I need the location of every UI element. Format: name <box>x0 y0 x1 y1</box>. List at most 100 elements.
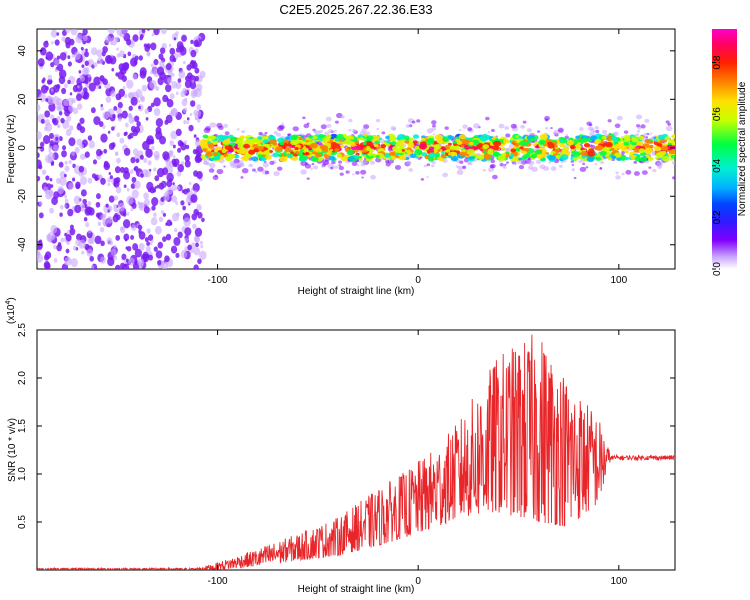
spectrogram-band-blob <box>405 149 411 153</box>
spectrogram-noise-blob <box>44 126 48 131</box>
spectrogram-noise-blob <box>98 121 104 127</box>
spectrogram-band-blob <box>586 156 595 163</box>
spectrogram-noise-blob <box>63 99 69 107</box>
spectrogram-noise-blob <box>165 114 173 124</box>
spectrogram-band-blob <box>493 140 502 147</box>
spectrogram-noise-blob <box>45 175 50 181</box>
spectrogram-halo-blob <box>482 168 487 172</box>
spectrogram-noise-blob <box>184 79 192 89</box>
spectrogram-noise-blob <box>168 150 174 156</box>
spectrogram-noise-blob <box>191 79 195 84</box>
spectrogram-halo-blob <box>600 161 605 165</box>
spectrogram-noise-blob <box>107 130 111 134</box>
spectrogram-band-blob <box>601 135 607 140</box>
spectrogram-band-blob <box>575 135 580 139</box>
spectrogram-noise-blob <box>53 191 60 199</box>
spectrogram-noise-blob <box>58 69 67 79</box>
spectrogram-halo-blob <box>313 130 318 134</box>
spectrogram-band-blob <box>580 150 588 157</box>
spectrogram-halo-blob <box>208 168 215 173</box>
spectrogram-noise-blob <box>124 93 128 99</box>
spectrogram-band-blob <box>202 148 208 152</box>
spectrogram-noise-blob <box>138 105 142 110</box>
spectrogram-halo-blob <box>321 165 325 168</box>
spectrogram-halo-blob <box>518 165 525 170</box>
spectrogram-noise-blob <box>121 110 128 119</box>
spectrogram-noise-blob <box>194 116 198 121</box>
spectrogram-noise-blob <box>39 141 45 148</box>
spectrogram-band-blob <box>636 140 644 146</box>
spectrogram-halo-blob <box>356 164 360 167</box>
spectrogram-noise-blob <box>37 175 41 182</box>
spectrogram-noise-blob <box>147 160 152 166</box>
spectrogram-band-blob <box>654 139 659 143</box>
spectrogram-noise-blob <box>120 226 126 234</box>
spectrogram-halo-blob <box>278 124 285 130</box>
spectrogram-band-blob <box>587 148 595 154</box>
spectrogram-noise-blob <box>37 131 42 140</box>
spectrogram-noise-blob <box>166 99 174 108</box>
spectrogram-halo-blob <box>625 169 632 175</box>
spectrogram-marks <box>37 29 675 269</box>
spectrogram-halo-blob <box>537 130 541 133</box>
spectrogram-noise-blob <box>86 248 93 257</box>
spectrogram-noise-blob <box>138 202 146 211</box>
spectrogram-band-blob <box>207 142 214 147</box>
spectrogram-noise-blob <box>109 175 113 180</box>
spectrogram-halo-blob <box>513 162 518 166</box>
spectrogram-halo-blob <box>652 168 657 173</box>
spectrogram-halo-blob <box>621 150 626 155</box>
spectrogram-band-blob <box>326 143 332 147</box>
spectrogram-noise-blob <box>180 250 188 259</box>
spectrogram-band-blob <box>213 155 221 161</box>
spectrogram-noise-blob <box>106 216 113 224</box>
spectrogram-noise-blob <box>181 34 187 42</box>
spectrogram-noise-blob <box>138 229 142 234</box>
spectrogram-noise-blob <box>115 234 121 241</box>
spectrogram-noise-blob <box>113 105 118 111</box>
spectrogram-noise-blob <box>192 223 197 230</box>
spectrogram-noise-blob <box>128 113 132 118</box>
spectrogram-halo-blob <box>257 166 264 172</box>
spectrogram-halo-blob <box>430 164 435 168</box>
spectrogram-band-blob <box>302 138 306 142</box>
spectrogram-noise-blob <box>38 200 43 206</box>
spectrogram-halo-blob <box>306 177 310 180</box>
spectrogram-noise-blob <box>125 246 129 250</box>
spectrogram-band-blob <box>489 138 493 142</box>
spectrogram-noise-blob <box>37 57 45 67</box>
spectrogram-band-blob <box>540 157 546 161</box>
spectrogram-noise-blob <box>155 117 164 128</box>
spectrogram-halo-blob <box>363 124 370 130</box>
spectrogram-noise-blob <box>67 182 74 190</box>
spectrogram-band-blob <box>350 145 358 151</box>
spectrogram-noise-blob <box>131 41 134 45</box>
spectrogram-band-blob <box>534 149 542 155</box>
spectrogram-noise-blob <box>64 165 70 172</box>
spectrogram-noise-blob <box>179 46 187 56</box>
spectrogram-noise-blob <box>193 208 199 216</box>
spectrogram-band-blob <box>401 156 407 160</box>
colorbar: 0.0 0.2 0.4 0.6 0.8 Normalized spectral ampl… <box>712 29 748 276</box>
spectrogram-noise-blob <box>99 75 105 82</box>
spectrogram-noise-blob <box>85 222 90 228</box>
spectrogram-noise-blob <box>130 125 137 133</box>
spectrogram-halo-blob <box>641 170 648 175</box>
spectrogram-noise-blob <box>64 194 68 199</box>
spectrogram-noise-blob <box>67 55 71 60</box>
spectrogram-noise-blob <box>181 189 185 194</box>
spectrogram-halo-blob <box>300 169 307 175</box>
spectrogram-band-blob <box>279 141 285 146</box>
spectrogram-band-blob <box>303 150 307 153</box>
spectrogram-noise-blob <box>127 51 132 57</box>
spectrogram-band-blob <box>441 154 447 158</box>
spectrogram-noise-blob <box>144 169 151 178</box>
spectrogram-halo-blob <box>212 175 219 181</box>
spectrogram-noise-blob <box>61 150 67 158</box>
spectrogram-noise-blob <box>119 50 125 58</box>
spectrogram-halo-blob <box>636 124 641 128</box>
spectrogram-noise-blob <box>115 72 119 77</box>
spectrogram-band-blob <box>404 140 410 144</box>
spectrogram-noise-blob <box>142 140 150 151</box>
